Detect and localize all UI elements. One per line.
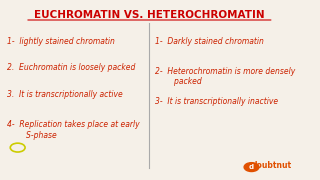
Text: doubtnut: doubtnut [251, 161, 292, 170]
Text: 4-  Replication takes place at early
        S-phase: 4- Replication takes place at early S-ph… [7, 120, 140, 140]
Text: EUCHROMATIN VS. HETEROCHROMATIN: EUCHROMATIN VS. HETEROCHROMATIN [34, 10, 265, 20]
Text: 3.  It is transcriptionally active: 3. It is transcriptionally active [7, 90, 123, 99]
Text: 2-  Heterochromatin is more densely
        packed: 2- Heterochromatin is more densely packe… [155, 67, 296, 86]
Text: 1-  lightly stained chromatin: 1- lightly stained chromatin [7, 37, 115, 46]
Text: 3-  It is transcriptionally inactive: 3- It is transcriptionally inactive [155, 97, 278, 106]
Text: d: d [249, 164, 254, 170]
Circle shape [244, 163, 259, 172]
Text: 2.  Euchromatin is loosely packed: 2. Euchromatin is loosely packed [7, 63, 136, 72]
Text: 1-  Darkly stained chromatin: 1- Darkly stained chromatin [155, 37, 264, 46]
